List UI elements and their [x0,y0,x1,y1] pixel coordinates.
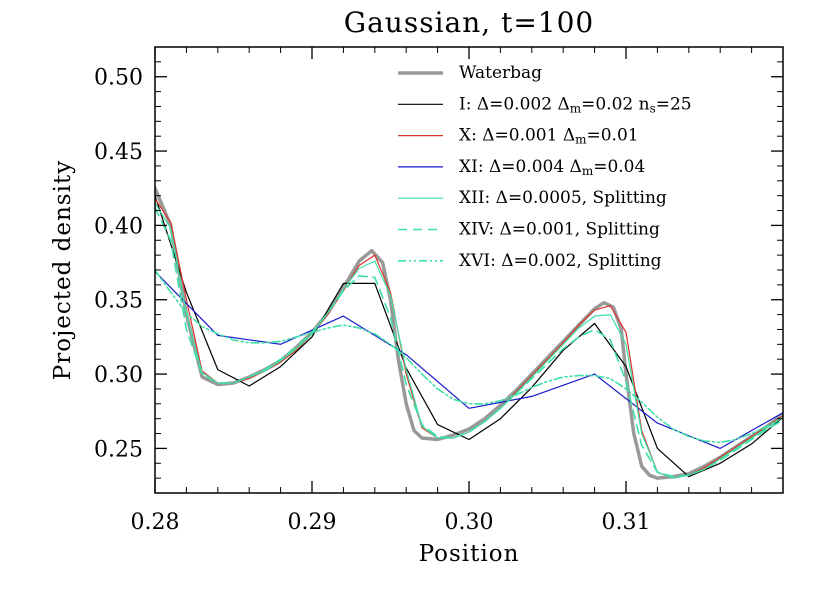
series-5-line [155,202,783,479]
y-tick-label: 0.25 [94,437,143,462]
legend-subscript: s [650,102,656,116]
y-tick-label: 0.40 [94,214,143,239]
series-4-line [155,270,783,449]
chart-title: Gaussian, t=100 [344,6,594,39]
axis-tick-labels: 0.28 0.29 0.30 0.31 0.25 0.30 0.35 0.40 0.45 0.50 [94,66,650,535]
legend-subscript: m [582,164,594,178]
x-tick-label: 0.29 [288,510,337,535]
x-axis-label: Position [419,541,520,567]
series-7-line [155,269,783,444]
legend-subscript: m [575,133,587,147]
series-1-legend-label: Waterbag [459,63,542,83]
x-tick-label: 0.31 [602,510,651,535]
series-4-legend-label: XI: Δ=0.004 Δm=0.04 [459,157,645,178]
y-tick-label: 0.50 [94,66,143,91]
series-3-legend-label: X: Δ=0.001 Δm=0.01 [459,126,639,147]
legend: Waterbag I: Δ=0.002 Δm=0.02 ns=25 X: Δ=0.0… [398,63,692,271]
x-tick-label: 0.28 [131,510,180,535]
x-tick-label: 0.30 [445,510,494,535]
series-7-legend-label: XVI: Δ=0.002, Splitting [459,251,662,271]
series-6-legend-label: XIV: Δ=0.001, Splitting [459,220,660,240]
series-2-line [155,195,783,478]
legend-subscript: m [570,102,582,116]
y-axis-label: Projected density [50,160,76,380]
y-tick-label: 0.35 [94,289,143,314]
series-5-legend-label: XII: Δ=0.0005, Splitting [459,188,667,208]
y-tick-label: 0.30 [94,363,143,388]
axis-ticks [154,46,783,494]
y-tick-label: 0.45 [94,140,143,165]
series-2-legend-label: I: Δ=0.002 Δm=0.02 ns=25 [459,94,692,115]
plot-lines [155,186,783,480]
